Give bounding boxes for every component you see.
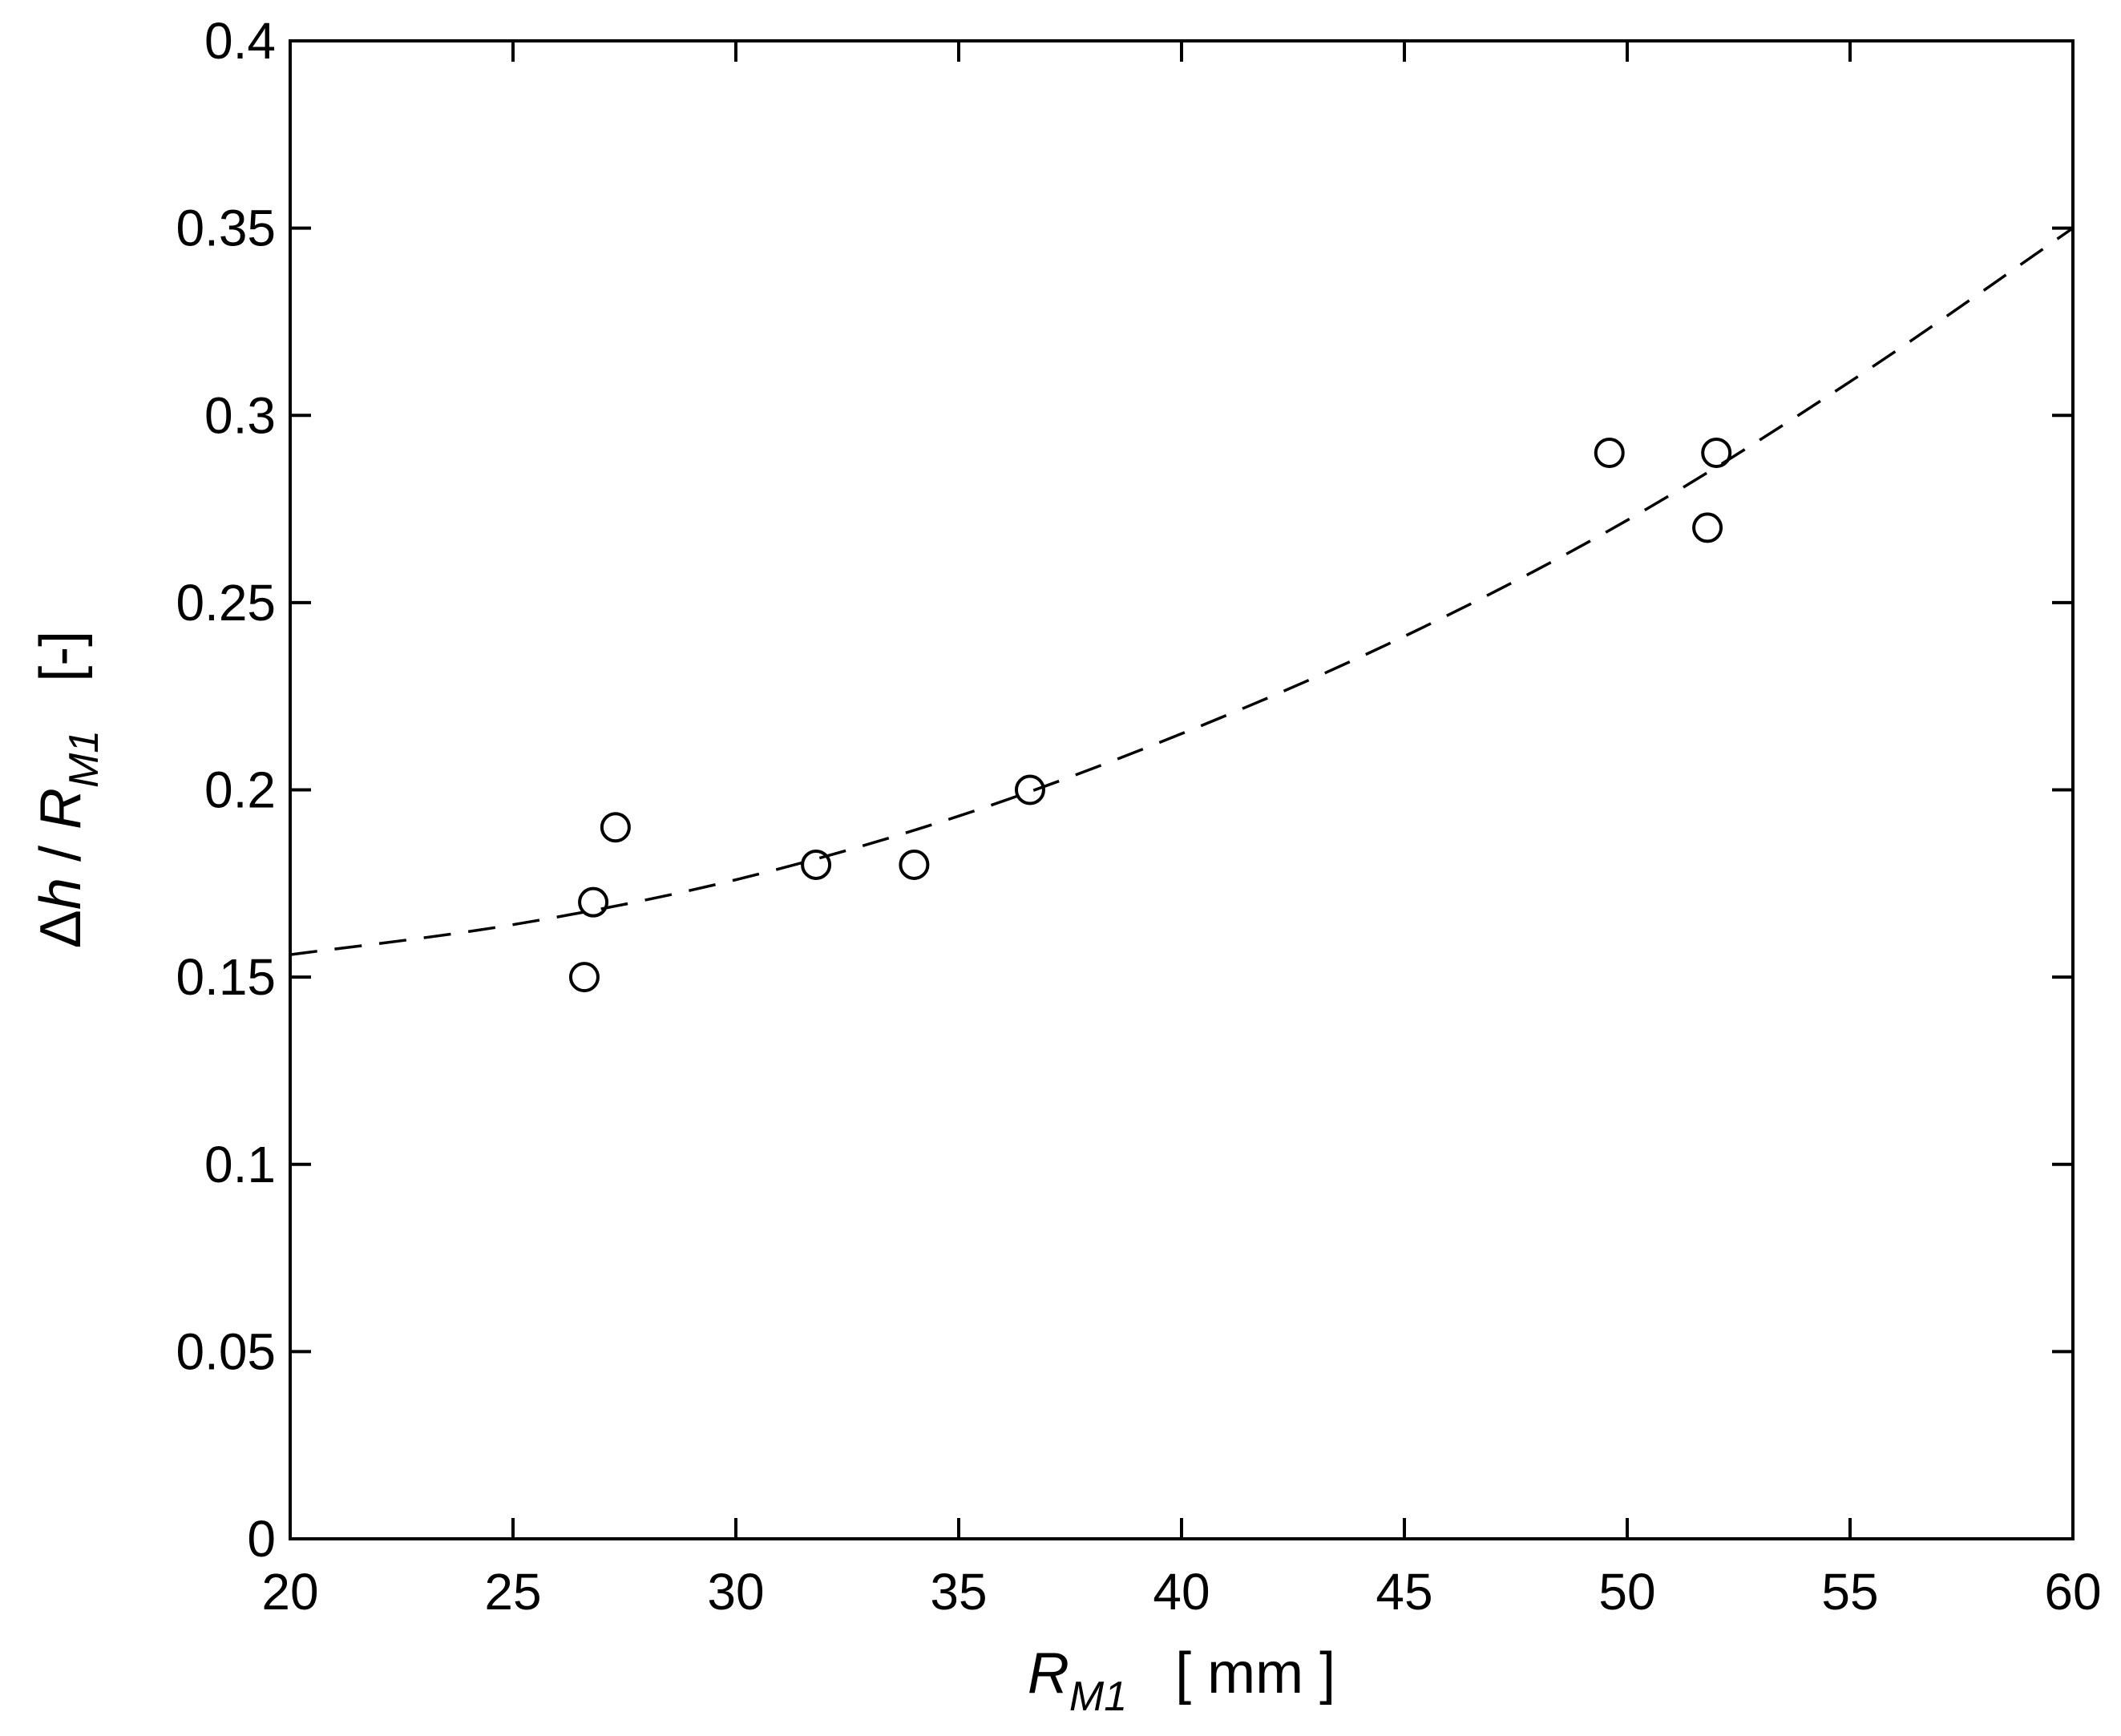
x-tick-label: 30 — [707, 1563, 764, 1621]
y-axis-label-delta: Δ — [29, 910, 93, 948]
y-tick-label: 0.05 — [176, 1322, 276, 1380]
data-point — [1701, 437, 1732, 468]
x-tick-label: 20 — [261, 1563, 318, 1621]
x-tick-label: 40 — [1153, 1563, 1210, 1621]
fit-curve-layer — [289, 227, 2074, 956]
y-tick-label: 0.35 — [176, 200, 276, 257]
y-tick-label: 0.1 — [204, 1136, 276, 1193]
y-axis-label-subscript: M1 — [61, 730, 107, 788]
x-tick-label: 25 — [484, 1563, 541, 1621]
x-tick-labels: 20 25 30 35 40 45 50 55 60 — [261, 1563, 2101, 1621]
y-tick-label: 0.2 — [204, 761, 276, 819]
x-axis-label: RM1 [ mm ] — [1028, 1641, 1335, 1720]
y-axis-label-h: h — [29, 878, 93, 910]
data-points-layer — [568, 437, 1732, 993]
data-point — [1014, 774, 1045, 805]
y-tick-label: 0.3 — [204, 386, 276, 444]
y-axis-label: Δh / RM1 [-] — [29, 631, 107, 948]
y-tick-label: 0 — [247, 1510, 276, 1568]
ticks-layer — [289, 39, 2075, 1540]
data-point — [1692, 512, 1723, 543]
x-axis-label-subscript: M1 — [1069, 1673, 1127, 1720]
x-tick-label: 60 — [2044, 1563, 2101, 1621]
data-point — [801, 849, 832, 880]
data-point — [899, 849, 930, 880]
y-axis-label-symbol: R — [29, 788, 93, 830]
x-tick-label: 45 — [1376, 1563, 1432, 1621]
x-axis-label-symbol: R — [1028, 1641, 1069, 1706]
y-axis-label-unit: [-] — [29, 631, 93, 682]
x-tick-label: 35 — [930, 1563, 987, 1621]
y-tick-label: 0.4 — [204, 12, 276, 70]
y-tick-label: 0.15 — [176, 948, 276, 1006]
y-axis-label-slash: / — [29, 830, 93, 878]
data-point — [600, 812, 631, 843]
y-tick-label: 0.25 — [176, 574, 276, 632]
x-tick-label: 55 — [1821, 1563, 1878, 1621]
x-tick-label: 50 — [1598, 1563, 1655, 1621]
data-point — [578, 886, 609, 918]
plot-area-frame — [289, 39, 2075, 1540]
data-point — [568, 962, 600, 993]
fit-curve-line — [289, 227, 2074, 956]
data-point — [1594, 437, 1625, 468]
y-tick-labels: 0 0.05 0.1 0.15 0.2 0.25 0.3 0.35 0.4 — [176, 12, 276, 1568]
x-axis-label-unit: [ mm ] — [1175, 1641, 1335, 1706]
